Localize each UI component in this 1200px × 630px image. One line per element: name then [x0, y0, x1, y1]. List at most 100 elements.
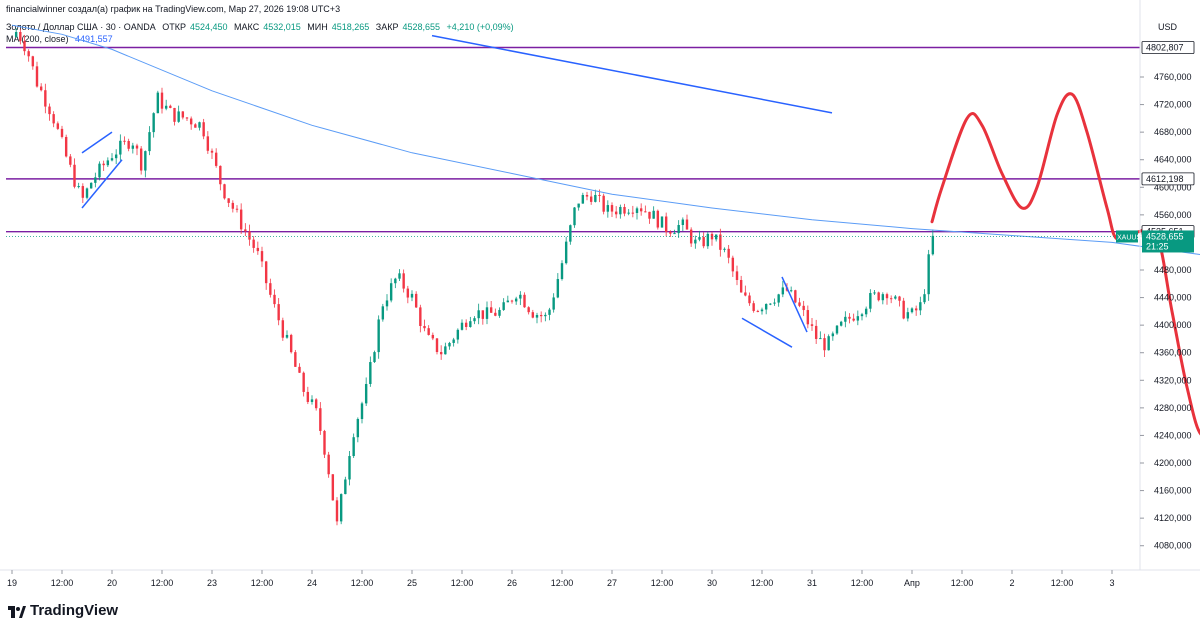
- y-tick-label: 4600,000: [1154, 182, 1192, 192]
- y-tick-label: 4720,000: [1154, 100, 1192, 110]
- candle-body: [727, 248, 730, 258]
- candle-body: [160, 92, 164, 109]
- candle-body: [839, 321, 843, 326]
- candle-body: [823, 338, 826, 351]
- candle-body: [735, 271, 739, 280]
- level-price-label: 4612,198: [1146, 174, 1184, 184]
- candle-body: [531, 312, 535, 318]
- candle-body: [477, 310, 480, 319]
- candle-body: [139, 148, 143, 171]
- x-tick-label: Апр: [904, 578, 920, 588]
- candle-body: [556, 279, 560, 298]
- candle-body: [527, 307, 530, 313]
- candle-body: [98, 163, 101, 178]
- candle-body: [648, 211, 651, 219]
- y-tick-label: 4440,000: [1154, 293, 1192, 303]
- change-value: +4,210 (+0,09%): [446, 22, 514, 32]
- candle-body: [694, 239, 697, 244]
- candle-body: [473, 318, 476, 322]
- x-tick-label: 24: [307, 578, 317, 588]
- y-tick-label: 4560,000: [1154, 210, 1192, 220]
- candle-body: [898, 296, 901, 301]
- candle-body: [427, 328, 430, 335]
- candle-body: [706, 233, 710, 247]
- candle-body: [35, 66, 39, 87]
- candle-body: [844, 316, 847, 322]
- candle-body: [294, 352, 297, 367]
- candle-body: [414, 293, 418, 308]
- candle-body: [881, 294, 885, 301]
- candle-body: [548, 309, 551, 315]
- candle-body: [889, 298, 893, 300]
- candles: [14, 28, 935, 526]
- candle-body: [369, 362, 372, 384]
- candle-body: [289, 334, 293, 353]
- y-tick-label: 4400,000: [1154, 320, 1192, 330]
- close-value: 4528,655: [402, 22, 441, 32]
- candle-body: [227, 198, 230, 203]
- candle-body: [298, 366, 301, 373]
- candle-body: [585, 194, 589, 197]
- candle-body: [106, 160, 110, 166]
- candle-body: [856, 316, 860, 321]
- high-value: 4532,015: [263, 22, 301, 32]
- x-tick-label: 12:00: [551, 578, 574, 588]
- x-tick-label: 12:00: [351, 578, 374, 588]
- candle-body: [339, 494, 343, 522]
- candle-body: [194, 124, 197, 128]
- level-price-label: 4802,807: [1146, 42, 1184, 52]
- candle-body: [85, 188, 89, 198]
- trendline: [431, 34, 833, 114]
- candle-body: [931, 235, 935, 255]
- candle-body: [744, 292, 747, 296]
- candle-body: [110, 158, 114, 161]
- candle-body: [748, 295, 751, 304]
- candle-body: [789, 290, 793, 292]
- current-price-tag: [1142, 230, 1194, 253]
- candle-body: [214, 152, 218, 166]
- candle-body: [902, 300, 905, 319]
- currency-label: USD: [1158, 22, 1178, 32]
- candle-body: [739, 279, 743, 293]
- candle-body: [860, 314, 864, 317]
- candle-body: [827, 336, 830, 351]
- candle-body: [614, 211, 618, 215]
- candle-body: [114, 154, 118, 159]
- candle-body: [281, 320, 285, 338]
- candle-body: [14, 31, 18, 38]
- candle-body: [210, 150, 214, 153]
- candle-body: [185, 117, 189, 119]
- candle-body: [448, 342, 451, 347]
- candle-body: [135, 145, 139, 149]
- low-value: 4518,265: [331, 22, 370, 32]
- candle-body: [460, 322, 464, 330]
- candle-body: [814, 325, 818, 339]
- candle-body: [523, 294, 526, 308]
- candle-body: [406, 288, 410, 298]
- x-tick-label: 12:00: [151, 578, 174, 588]
- candle-body: [435, 338, 439, 353]
- candle-body: [710, 233, 714, 240]
- symbol-label: Золото / Доллар США · 30 · OANDA: [6, 22, 156, 32]
- tradingview-logo[interactable]: TradingView: [8, 602, 118, 619]
- candle-body: [689, 229, 693, 244]
- candle-body: [714, 234, 718, 240]
- candle-body: [198, 122, 201, 128]
- symbol-tag: [1116, 230, 1138, 243]
- candle-body: [456, 329, 460, 340]
- candle-body: [19, 31, 22, 41]
- candle-body: [381, 306, 385, 320]
- trendline: [781, 276, 808, 333]
- candle-body: [89, 182, 93, 189]
- candle-body: [102, 163, 105, 166]
- candle-body: [306, 391, 310, 402]
- candle-body: [760, 309, 764, 312]
- x-tick-label: 12:00: [1051, 578, 1074, 588]
- candle-body: [310, 399, 314, 402]
- ma-legend[interactable]: MA (200, close) 4491,557: [6, 34, 117, 44]
- candle-body: [81, 186, 85, 198]
- candle-body: [506, 300, 510, 303]
- candle-body: [831, 333, 835, 337]
- candle-body: [331, 474, 335, 501]
